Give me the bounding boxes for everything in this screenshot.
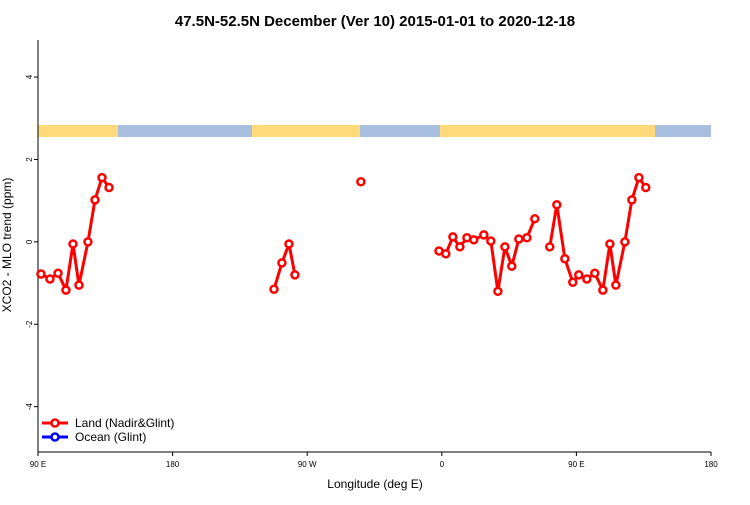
data-point xyxy=(641,182,651,193)
land-ocean-strip xyxy=(38,125,711,137)
data-point xyxy=(45,274,55,284)
data-point xyxy=(441,249,451,259)
data-point xyxy=(493,286,503,297)
data-point xyxy=(104,182,114,193)
data-point xyxy=(455,242,465,252)
data-point xyxy=(605,239,615,249)
data-point xyxy=(83,237,93,247)
legend-marker xyxy=(50,432,60,442)
data-point xyxy=(36,269,46,279)
data-point xyxy=(552,200,562,210)
data-point xyxy=(277,258,287,268)
data-point xyxy=(500,242,510,252)
y-tick-label: -2 xyxy=(25,320,34,328)
data-point xyxy=(598,285,608,295)
data-point xyxy=(568,277,578,288)
data-point xyxy=(469,235,479,245)
data-point xyxy=(627,195,637,205)
data-point xyxy=(356,176,366,187)
data-point xyxy=(284,239,294,249)
x-tick-label: 180 xyxy=(704,460,718,469)
data-point xyxy=(620,237,630,247)
legend-marker xyxy=(50,418,60,428)
legend-label: Ocean (Glint) xyxy=(75,430,146,444)
land-band xyxy=(38,125,118,137)
data-point xyxy=(97,172,107,183)
data-point xyxy=(611,280,621,290)
x-tick-label: 0 xyxy=(440,460,445,469)
data-point xyxy=(74,280,84,290)
data-point xyxy=(290,270,300,280)
data-point xyxy=(514,234,524,244)
data-point xyxy=(530,214,540,224)
data-point xyxy=(68,239,78,249)
data-point xyxy=(582,274,592,284)
data-point xyxy=(90,195,100,205)
data-point xyxy=(522,233,532,243)
x-tick-label: 90 W xyxy=(298,460,317,469)
y-tick-label: 4 xyxy=(25,74,34,79)
y-tick-label: 0 xyxy=(25,239,34,244)
x-tick-label: 90 E xyxy=(30,460,46,469)
legend-label: Land (Nadir&Glint) xyxy=(75,416,174,430)
data-point xyxy=(545,242,555,252)
x-axis-label: Longitude (deg E) xyxy=(327,477,422,491)
y-axis-label: XCO2 - MLO trend (ppm) xyxy=(0,178,14,313)
land-band xyxy=(252,125,360,137)
data-point xyxy=(269,284,279,295)
y-tick-label: -4 xyxy=(25,403,34,411)
data-point xyxy=(507,261,517,271)
data-point xyxy=(634,172,644,183)
data-point xyxy=(53,268,63,278)
y-tick-label: 2 xyxy=(25,157,34,162)
x-tick-label: 90 E xyxy=(568,460,584,469)
data-point xyxy=(590,268,600,278)
data-point xyxy=(574,270,584,280)
data-point xyxy=(448,232,458,242)
chart-title: 47.5N-52.5N December (Ver 10) 2015-01-01… xyxy=(175,13,575,30)
data-point xyxy=(486,236,496,246)
series-line xyxy=(40,174,648,296)
land-band xyxy=(440,125,655,137)
data-point xyxy=(61,285,71,295)
data-point xyxy=(560,254,570,264)
x-tick-label: 180 xyxy=(166,460,180,469)
data-point xyxy=(479,230,489,240)
